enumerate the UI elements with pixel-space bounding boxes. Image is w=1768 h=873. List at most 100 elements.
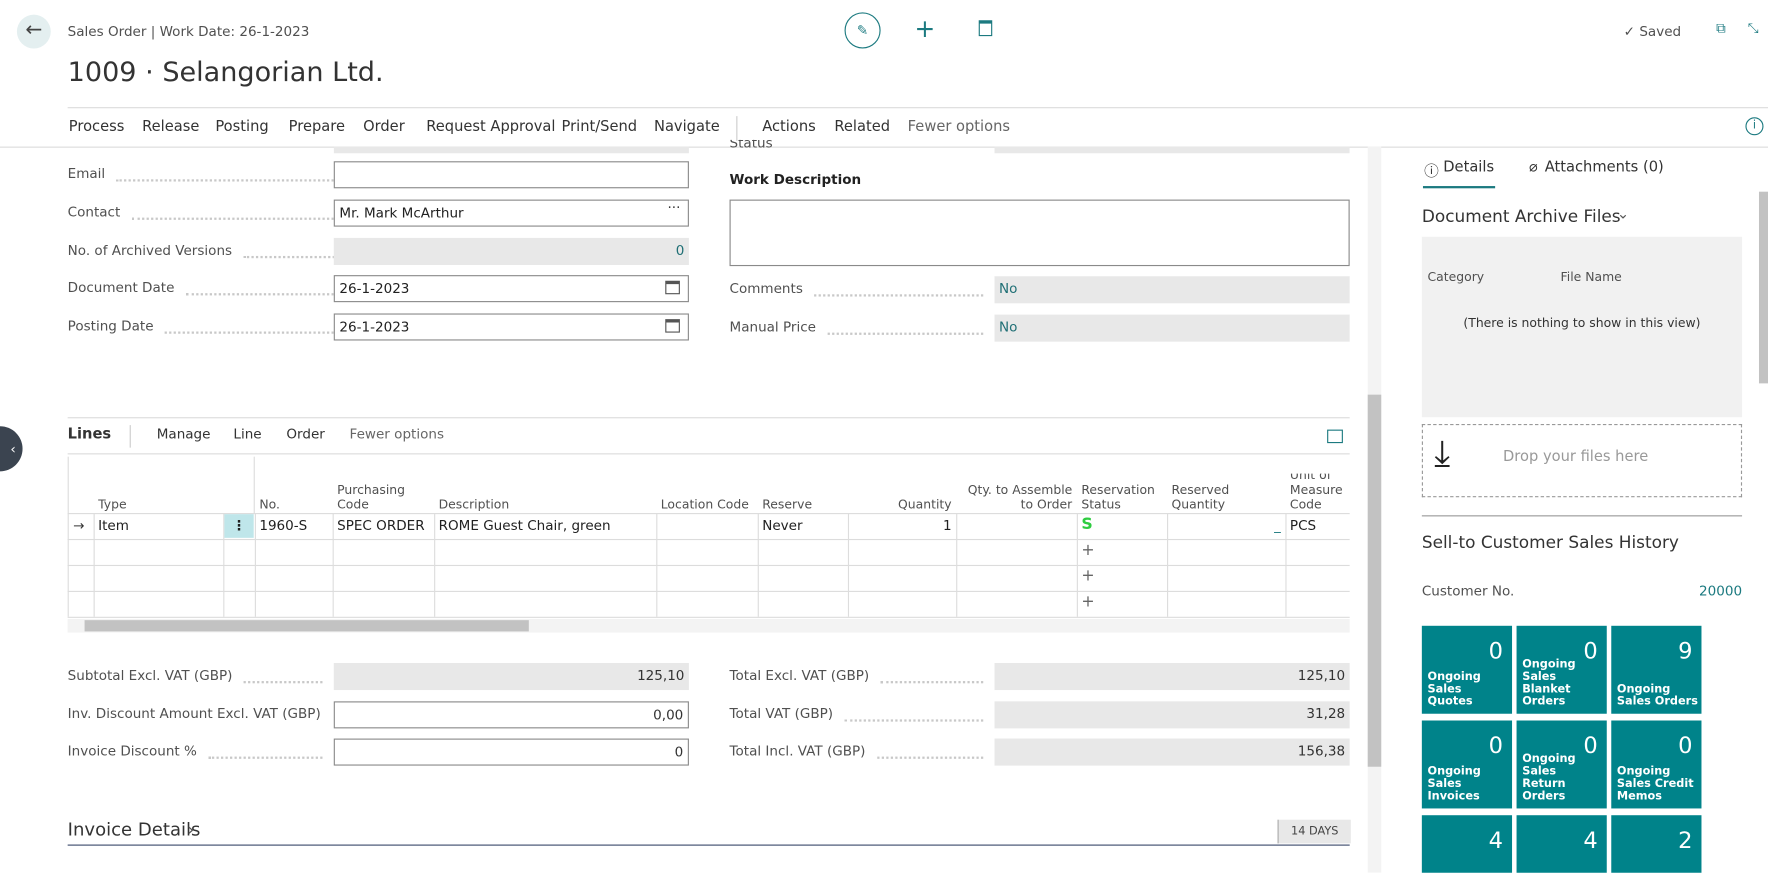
calendar-icon[interactable] bbox=[665, 280, 680, 295]
action[interactable]: Order bbox=[363, 118, 405, 136]
cell[interactable]: _ bbox=[1274, 517, 1281, 534]
lines-action[interactable]: Order bbox=[286, 426, 325, 442]
leader bbox=[243, 255, 402, 259]
cue-tile[interactable]: 0 Ongoing Sales Return Orders bbox=[1516, 720, 1607, 809]
cell[interactable]: 1960-S bbox=[259, 517, 308, 534]
cue-value: 0 bbox=[1488, 731, 1504, 759]
action[interactable]: Process bbox=[68, 118, 125, 136]
tab-underline bbox=[1422, 186, 1496, 189]
h-scroll-thumb[interactable] bbox=[84, 620, 529, 632]
cue-tile[interactable]: 9 Ongoing Sales Orders bbox=[1611, 625, 1702, 714]
calendar-icon[interactable] bbox=[665, 319, 680, 333]
add-reservation[interactable]: + bbox=[1081, 567, 1095, 586]
grid-line bbox=[656, 513, 658, 617]
tab: ⓘ bbox=[1424, 163, 1439, 181]
delete-button[interactable] bbox=[978, 20, 993, 37]
cue-label: Ongoing Sales Quotes bbox=[1427, 670, 1481, 709]
cue-tile[interactable]: 2 bbox=[1611, 815, 1702, 873]
new-button[interactable]: + bbox=[914, 15, 936, 44]
divider bbox=[67, 844, 1350, 846]
tab[interactable]: Details bbox=[1443, 158, 1495, 176]
cue-tile[interactable]: 0 Ongoing Sales Quotes bbox=[1421, 625, 1513, 714]
field-label: Total Excl. VAT (GBP) bbox=[729, 667, 870, 684]
collapse[interactable]: ⤡ bbox=[1747, 20, 1759, 37]
field-label: Contact bbox=[67, 204, 121, 220]
edit-button[interactable]: ✎ bbox=[844, 12, 881, 49]
action[interactable]: Actions bbox=[762, 118, 816, 136]
cue-tile[interactable]: 0 Ongoing Sales Invoices bbox=[1421, 720, 1513, 809]
field-value[interactable]: Mr. Mark McArthur bbox=[333, 199, 689, 227]
field-value[interactable]: 0,00 bbox=[333, 701, 689, 729]
cue-tile[interactable]: 4 bbox=[1421, 815, 1513, 873]
field-value: No bbox=[994, 276, 1350, 304]
cell[interactable]: ROME Guest Chair, green bbox=[438, 517, 611, 534]
action[interactable]: Release bbox=[142, 118, 200, 136]
leader bbox=[814, 294, 984, 297]
factbox-title[interactable]: Document Archive Files bbox=[1421, 206, 1621, 227]
scroll-thumb[interactable] bbox=[1367, 394, 1382, 767]
action[interactable]: Fewer options bbox=[907, 118, 1011, 136]
grid-line bbox=[1076, 513, 1078, 617]
field-value bbox=[333, 146, 689, 154]
action[interactable]: Request Approval bbox=[426, 118, 556, 136]
field-value[interactable]: 20000 bbox=[1699, 582, 1743, 599]
column-header: No. bbox=[259, 497, 280, 512]
open-new-window[interactable]: ⧉ bbox=[1716, 20, 1726, 37]
section-title[interactable]: Invoice Details bbox=[67, 818, 201, 841]
cue-tile[interactable]: 0 Ongoing Sales Blanket Orders bbox=[1516, 625, 1607, 714]
field-value: Open bbox=[994, 146, 1350, 154]
column-header: Reserved Quantity bbox=[1171, 482, 1230, 512]
action[interactable]: Related bbox=[834, 118, 891, 136]
row-menu[interactable]: ⋮ bbox=[224, 514, 254, 538]
saved-status: ✓ Saved bbox=[1623, 23, 1682, 40]
lines-action[interactable]: Fewer options bbox=[349, 426, 445, 442]
grid-line bbox=[67, 513, 1350, 515]
chevron: ⌄ bbox=[1616, 206, 1630, 224]
field-value[interactable]: 26-1-2023 bbox=[333, 313, 689, 341]
archive-panel bbox=[1421, 236, 1743, 418]
field-value[interactable]: 0 bbox=[333, 738, 689, 766]
cue-tile[interactable]: 4 bbox=[1516, 815, 1607, 873]
cell[interactable]: SPEC ORDER bbox=[337, 517, 425, 534]
side-toggle[interactable]: ‹ bbox=[0, 426, 23, 472]
lines-title: Lines bbox=[67, 426, 112, 444]
cue-tile[interactable]: 0 Ongoing Sales Credit Memos bbox=[1611, 720, 1702, 809]
cell[interactable]: S bbox=[1081, 515, 1093, 534]
info-button[interactable]: i bbox=[1745, 117, 1764, 136]
scroll-thumb[interactable] bbox=[1758, 191, 1768, 384]
divider bbox=[67, 417, 1350, 419]
leader bbox=[243, 681, 323, 684]
scrollbar[interactable] bbox=[1367, 146, 1382, 873]
cue-label: Ongoing Sales Blanket Orders bbox=[1522, 658, 1576, 709]
cue-value: 4 bbox=[1488, 826, 1504, 854]
drop-zone[interactable] bbox=[1421, 423, 1743, 498]
cue-value: 4 bbox=[1583, 826, 1598, 854]
tab[interactable]: Attachments (0) bbox=[1544, 158, 1664, 176]
field-value[interactable]: 26-1-2023 bbox=[333, 275, 689, 303]
back-button[interactable]: ← bbox=[16, 14, 51, 49]
add-reservation[interactable]: + bbox=[1081, 593, 1095, 612]
expand-icon[interactable] bbox=[1327, 429, 1343, 444]
action[interactable]: Prepare bbox=[288, 118, 345, 136]
lines-action[interactable]: Line bbox=[233, 426, 262, 442]
field-value[interactable] bbox=[333, 161, 689, 189]
cell[interactable]: Never bbox=[762, 517, 803, 534]
lines-action[interactable]: Manage bbox=[156, 426, 211, 442]
action[interactable]: Posting bbox=[215, 118, 269, 136]
action[interactable]: Print/Send bbox=[561, 118, 638, 136]
grid-line bbox=[1167, 513, 1169, 617]
grid-line bbox=[757, 513, 759, 617]
lookup[interactable]: ··· bbox=[667, 199, 681, 216]
field-label: Inv. Discount Amount Excl. VAT (GBP) bbox=[67, 705, 321, 722]
cell[interactable]: Item bbox=[98, 517, 129, 534]
action[interactable]: Navigate bbox=[653, 118, 720, 136]
field-label: No. of Archived Versions bbox=[67, 242, 233, 259]
add-reservation[interactable]: + bbox=[1081, 541, 1095, 560]
field-value: 156,38 bbox=[994, 738, 1350, 766]
field-label: Total Incl. VAT (GBP) bbox=[729, 743, 866, 759]
leader bbox=[880, 681, 984, 684]
cell[interactable]: 1 bbox=[943, 517, 952, 534]
cell[interactable]: PCS bbox=[1289, 517, 1317, 534]
column-header: Type bbox=[98, 497, 127, 512]
text-area[interactable] bbox=[729, 199, 1350, 267]
